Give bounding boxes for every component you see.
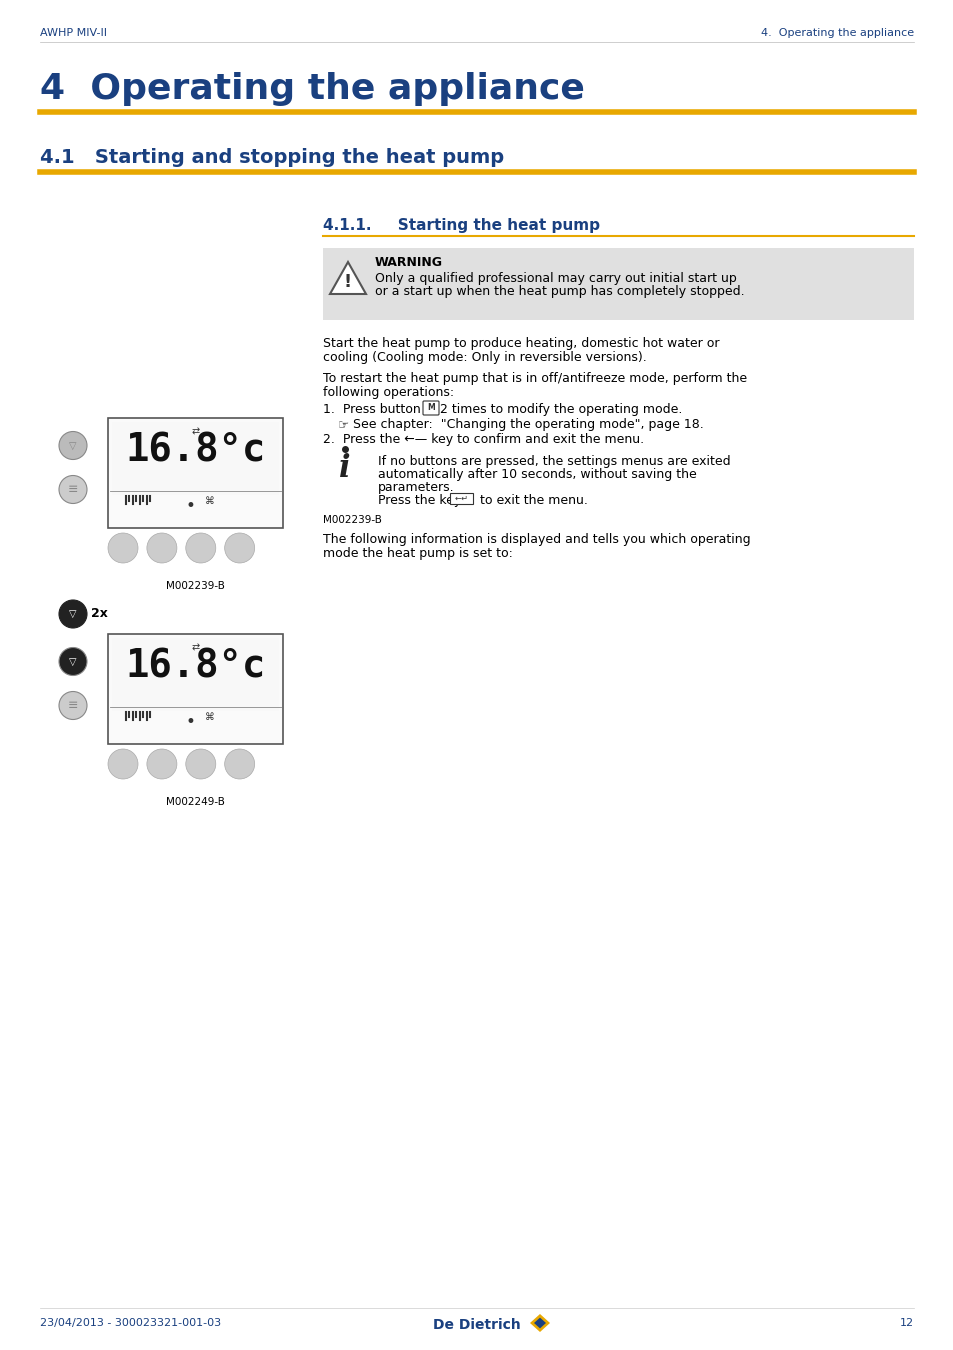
Text: mode the heat pump is set to:: mode the heat pump is set to:: [323, 547, 513, 560]
FancyBboxPatch shape: [323, 248, 913, 320]
Text: ▽: ▽: [70, 440, 76, 451]
Text: Press the key: Press the key: [377, 494, 465, 508]
Circle shape: [147, 749, 176, 779]
Circle shape: [186, 533, 215, 563]
Text: 4.1.1.     Starting the heat pump: 4.1.1. Starting the heat pump: [323, 217, 599, 234]
Text: 23/04/2013 - 300023321-001-03: 23/04/2013 - 300023321-001-03: [40, 1318, 221, 1328]
Text: If no buttons are pressed, the settings menus are exited: If no buttons are pressed, the settings …: [377, 455, 730, 468]
Text: Only a qualified professional may carry out initial start up: Only a qualified professional may carry …: [375, 271, 736, 285]
Text: ▽: ▽: [70, 609, 76, 620]
FancyBboxPatch shape: [422, 401, 438, 414]
Text: ▽: ▽: [70, 656, 76, 667]
Text: following operations:: following operations:: [323, 386, 454, 400]
Text: 2.  Press the ←— key to confirm and exit the menu.: 2. Press the ←— key to confirm and exit …: [323, 433, 643, 446]
Polygon shape: [330, 262, 366, 294]
Text: parameters.: parameters.: [377, 481, 455, 494]
Circle shape: [186, 749, 215, 779]
Text: M: M: [427, 404, 435, 413]
Text: ⌘: ⌘: [205, 711, 214, 722]
Text: 16.8°c: 16.8°c: [125, 432, 265, 470]
Text: Start the heat pump to produce heating, domestic hot water or: Start the heat pump to produce heating, …: [323, 338, 719, 350]
Text: See chapter:  "Changing the operating mode", page 18.: See chapter: "Changing the operating mod…: [353, 418, 703, 431]
Text: ←↵: ←↵: [455, 494, 469, 502]
Circle shape: [108, 749, 138, 779]
FancyBboxPatch shape: [112, 639, 278, 711]
Circle shape: [108, 533, 138, 563]
Text: ☞: ☞: [337, 418, 349, 432]
Text: To restart the heat pump that is in off/antifreeze mode, perform the: To restart the heat pump that is in off/…: [323, 373, 746, 385]
Circle shape: [147, 533, 176, 563]
Text: 4.  Operating the appliance: 4. Operating the appliance: [760, 28, 913, 38]
Text: cooling (Cooling mode: Only in reversible versions).: cooling (Cooling mode: Only in reversibl…: [323, 351, 646, 364]
Text: ⇄: ⇄: [192, 427, 199, 436]
Text: WARNING: WARNING: [375, 256, 442, 269]
Text: ≡: ≡: [68, 483, 78, 495]
Text: The following information is displayed and tells you which operating: The following information is displayed a…: [323, 533, 750, 545]
Text: ⇄: ⇄: [192, 643, 199, 652]
Circle shape: [224, 749, 254, 779]
Text: ≡: ≡: [68, 699, 78, 711]
Text: AWHP MIV-II: AWHP MIV-II: [40, 28, 107, 38]
FancyBboxPatch shape: [112, 423, 278, 495]
Text: 12: 12: [899, 1318, 913, 1328]
Text: 2 times to modify the operating mode.: 2 times to modify the operating mode.: [439, 404, 681, 416]
Circle shape: [59, 648, 87, 675]
Text: to exit the menu.: to exit the menu.: [476, 494, 587, 508]
Text: 1.  Press button: 1. Press button: [323, 404, 424, 416]
Circle shape: [59, 691, 87, 720]
Circle shape: [59, 599, 87, 628]
Text: M002249-B: M002249-B: [166, 796, 225, 807]
Circle shape: [224, 533, 254, 563]
Text: M002239-B: M002239-B: [166, 580, 225, 591]
Text: !: !: [344, 273, 352, 292]
FancyBboxPatch shape: [450, 493, 473, 504]
Text: M002239-B: M002239-B: [323, 514, 381, 525]
Text: automatically after 10 seconds, without saving the: automatically after 10 seconds, without …: [377, 468, 696, 481]
Circle shape: [59, 475, 87, 504]
Polygon shape: [534, 1318, 545, 1328]
Text: 4.1   Starting and stopping the heat pump: 4.1 Starting and stopping the heat pump: [40, 148, 503, 167]
FancyBboxPatch shape: [108, 418, 283, 528]
Text: i: i: [339, 454, 351, 485]
Text: •: •: [185, 497, 194, 514]
Text: 2x: 2x: [91, 608, 108, 620]
Text: •: •: [185, 713, 194, 730]
Polygon shape: [530, 1314, 550, 1332]
Circle shape: [59, 432, 87, 459]
Text: De Dietrich: De Dietrich: [433, 1318, 520, 1332]
Text: 16.8°c: 16.8°c: [125, 648, 265, 686]
Text: 4  Operating the appliance: 4 Operating the appliance: [40, 72, 584, 107]
Text: or a start up when the heat pump has completely stopped.: or a start up when the heat pump has com…: [375, 285, 744, 298]
Text: ⌘: ⌘: [205, 495, 214, 506]
FancyBboxPatch shape: [108, 634, 283, 744]
